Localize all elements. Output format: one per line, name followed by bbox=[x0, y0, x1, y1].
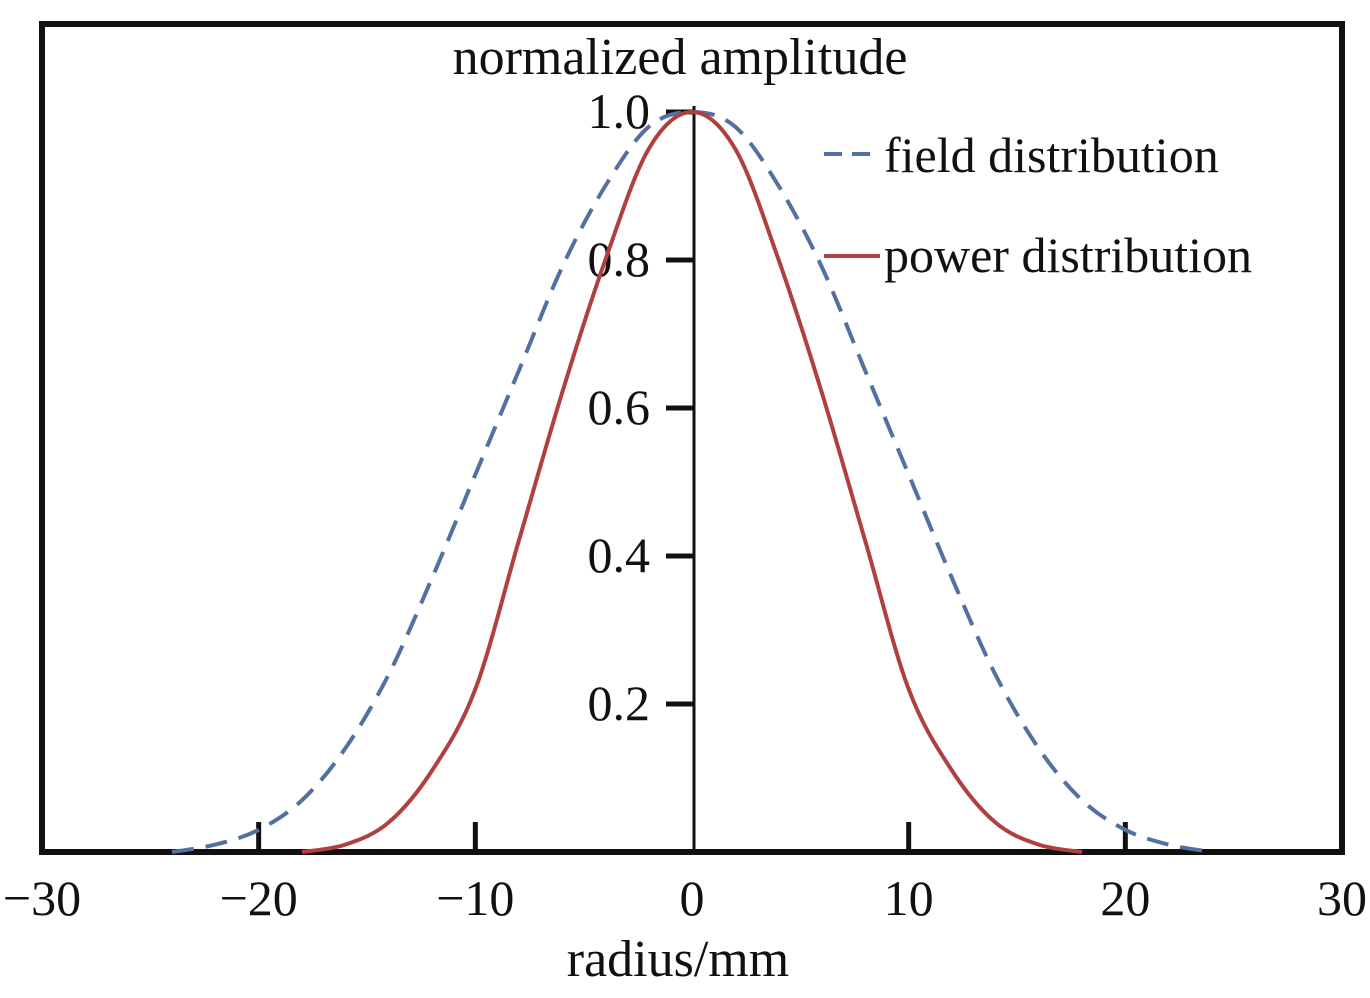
y-tick-label: 0.2 bbox=[588, 675, 651, 731]
x-axis-label: radius/mm bbox=[567, 931, 789, 988]
plot-frame bbox=[39, 21, 1345, 855]
y-tick-label: 0.6 bbox=[588, 379, 651, 435]
y-tick-label: 0.4 bbox=[588, 527, 651, 583]
series-line-power bbox=[301, 109, 1083, 854]
x-tick-label: 0 bbox=[680, 870, 705, 926]
x-tick-label: −30 bbox=[3, 870, 81, 926]
series-group bbox=[171, 109, 1213, 854]
x-tick-label: −20 bbox=[220, 870, 298, 926]
x-tick-label: −10 bbox=[436, 870, 514, 926]
legend: field distribution power distribution bbox=[824, 127, 1252, 283]
x-tick-label: 20 bbox=[1100, 870, 1150, 926]
legend-label-field: field distribution bbox=[884, 127, 1219, 183]
legend-label-power: power distribution bbox=[884, 227, 1252, 283]
x-tick-label: 30 bbox=[1317, 870, 1367, 926]
series-line-field bbox=[171, 109, 1213, 854]
y-axis-label: normalized amplitude bbox=[453, 29, 908, 86]
x-tick-label: 10 bbox=[884, 870, 934, 926]
x-tick-group: −30 −20 −10 0 10 20 30 bbox=[3, 822, 1367, 926]
y-tick-label: 1.0 bbox=[588, 83, 651, 139]
y-tick-group: 0.20.40.60.81.0 bbox=[588, 83, 694, 731]
